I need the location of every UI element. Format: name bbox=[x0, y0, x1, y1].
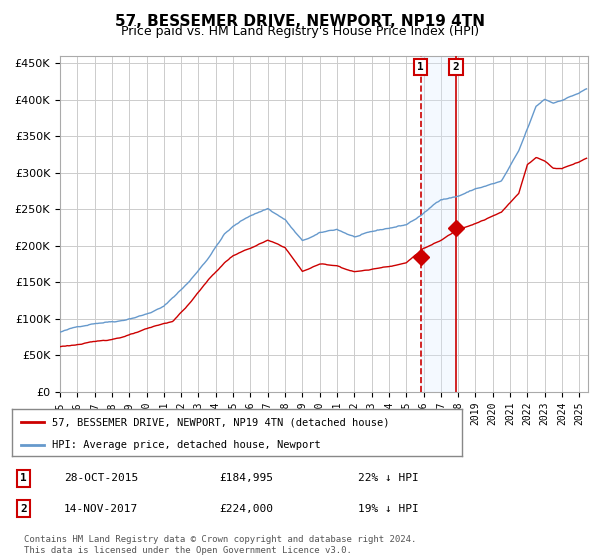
Text: £224,000: £224,000 bbox=[220, 503, 274, 514]
Text: £184,995: £184,995 bbox=[220, 473, 274, 483]
Text: 2: 2 bbox=[452, 62, 459, 72]
Text: HPI: Average price, detached house, Newport: HPI: Average price, detached house, Newp… bbox=[53, 440, 321, 450]
Text: 28-OCT-2015: 28-OCT-2015 bbox=[64, 473, 138, 483]
Text: Contains HM Land Registry data © Crown copyright and database right 2024.
This d: Contains HM Land Registry data © Crown c… bbox=[23, 535, 416, 554]
Text: 22% ↓ HPI: 22% ↓ HPI bbox=[358, 473, 418, 483]
Text: 2: 2 bbox=[20, 503, 27, 514]
Text: 14-NOV-2017: 14-NOV-2017 bbox=[64, 503, 138, 514]
Text: 1: 1 bbox=[20, 473, 27, 483]
Text: 57, BESSEMER DRIVE, NEWPORT, NP19 4TN (detached house): 57, BESSEMER DRIVE, NEWPORT, NP19 4TN (d… bbox=[53, 417, 390, 427]
Text: 19% ↓ HPI: 19% ↓ HPI bbox=[358, 503, 418, 514]
Text: Price paid vs. HM Land Registry's House Price Index (HPI): Price paid vs. HM Land Registry's House … bbox=[121, 25, 479, 38]
Text: 1: 1 bbox=[417, 62, 424, 72]
Bar bbox=[421, 56, 456, 392]
Text: 57, BESSEMER DRIVE, NEWPORT, NP19 4TN: 57, BESSEMER DRIVE, NEWPORT, NP19 4TN bbox=[115, 14, 485, 29]
